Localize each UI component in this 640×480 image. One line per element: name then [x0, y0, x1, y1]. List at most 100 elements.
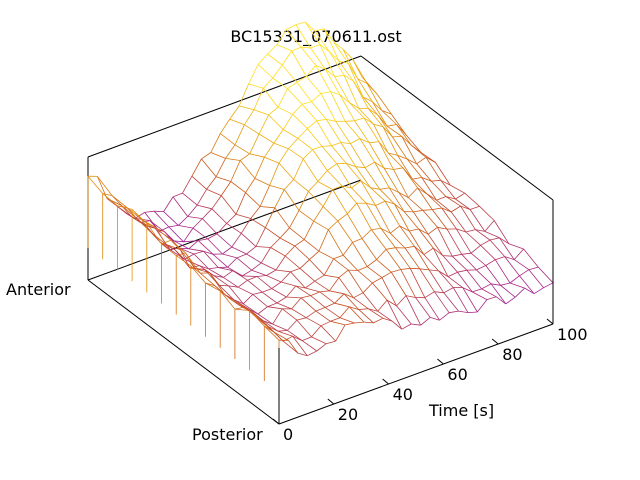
mesh-line-time [328, 220, 339, 230]
mesh-line-depth [267, 53, 283, 66]
mesh-line-depth [271, 288, 287, 298]
mesh-line-depth [283, 189, 300, 211]
mesh-line-time [318, 229, 329, 252]
mesh-line-time [433, 247, 444, 256]
mesh-line-depth [338, 60, 354, 82]
mesh-line-time [410, 267, 420, 270]
mesh-line-time [391, 269, 401, 273]
mesh-line-depth [356, 203, 372, 230]
mesh-line-depth [266, 275, 282, 283]
mesh-line-depth [370, 187, 386, 202]
mesh-line-depth [408, 230, 425, 255]
mesh-line-time [388, 152, 398, 156]
mesh-line-depth [273, 331, 289, 341]
mesh-line-depth [174, 249, 191, 269]
mesh-line-time [277, 330, 288, 332]
mesh-line-depth [320, 93, 337, 122]
mesh-line-depth [180, 249, 196, 269]
mesh-line-depth [406, 158, 423, 178]
mesh-line-depth [281, 64, 298, 83]
mesh-line-depth [339, 94, 355, 121]
mesh-line-time [178, 216, 188, 226]
mesh-line-time [489, 237, 500, 241]
mesh-line-time [256, 275, 267, 277]
mesh-line-time [392, 320, 403, 330]
mesh-line-depth [199, 265, 215, 277]
mesh-line-time [222, 246, 233, 255]
mesh-line-depth [150, 231, 166, 245]
mesh-line-time [289, 210, 300, 228]
mesh-line-time [329, 277, 340, 292]
mesh-line-depth [200, 272, 216, 287]
mesh-line-depth [334, 76, 350, 103]
mesh-line-time [305, 21, 316, 32]
mesh-line-depth [102, 193, 118, 207]
mesh-line-time [361, 229, 372, 239]
x-tick-label: 80 [502, 345, 522, 364]
mesh-line-time [381, 271, 392, 278]
mesh-line-time [206, 176, 217, 190]
mesh-line-depth [155, 227, 172, 241]
mesh-line-time [247, 276, 258, 281]
mesh-line-time [370, 187, 380, 190]
mesh-line-depth [188, 248, 204, 252]
mesh-line-depth [343, 75, 360, 109]
mesh-line-depth [359, 138, 375, 163]
mesh-line-depth [261, 262, 277, 271]
mesh-line-time [216, 223, 227, 235]
mesh-line-time [447, 271, 458, 277]
mesh-line-depth [330, 320, 346, 326]
mesh-line-depth [426, 193, 442, 209]
mesh-line-depth [479, 206, 495, 221]
mesh-line-depth [375, 205, 391, 234]
mesh-line-time [322, 145, 332, 147]
mesh-line-depth [450, 184, 465, 194]
mesh-line-time [231, 233, 242, 248]
mesh-line-depth [373, 123, 389, 154]
mesh-line-time [347, 202, 357, 215]
mesh-line-time [375, 200, 386, 206]
mesh-line-depth [428, 269, 445, 294]
mesh-line-depth [223, 277, 239, 288]
mesh-line-time [472, 288, 482, 293]
mesh-line-time [285, 245, 296, 257]
mesh-line-time [297, 128, 308, 139]
mesh-line-depth [441, 207, 457, 230]
mesh-line-depth [301, 340, 318, 352]
mesh-line-time [384, 200, 395, 205]
mesh-line-time [332, 185, 343, 190]
mesh-line-depth [187, 216, 203, 219]
mesh-line-depth [357, 270, 373, 284]
mesh-line-depth [315, 65, 331, 92]
mesh-line-depth [457, 271, 473, 293]
mesh-line-time [234, 124, 245, 145]
mesh-line-time [339, 94, 350, 103]
mesh-line-depth [313, 220, 329, 231]
mesh-line-depth [397, 155, 413, 180]
mesh-line-depth [275, 269, 291, 273]
mesh-line-depth [272, 77, 288, 90]
mesh-line-time [368, 108, 378, 116]
mesh-line-depth [351, 187, 367, 204]
mesh-line-depth [384, 200, 401, 227]
mesh-line-depth [366, 83, 383, 111]
mesh-line-depth [165, 243, 181, 251]
mesh-line-time [331, 142, 342, 147]
mesh-line-time [343, 293, 354, 299]
depth-label-posterior: Posterior [192, 425, 263, 444]
mesh-line-depth [407, 197, 424, 211]
mesh-line-time [339, 306, 350, 318]
mesh-line-time [366, 202, 376, 206]
mesh-line-depth [235, 213, 251, 219]
mesh-line-depth [190, 265, 206, 284]
mesh-line-time [368, 308, 378, 312]
mesh-line-depth [249, 153, 265, 158]
mesh-line-time [486, 296, 497, 300]
mesh-line-time [378, 141, 389, 154]
mesh-line-time [414, 245, 425, 255]
mesh-line-time [220, 181, 232, 196]
mesh-line-depth [342, 49, 359, 79]
mesh-line-depth [349, 306, 365, 323]
mesh-line-depth [353, 81, 369, 109]
mesh-line-depth [414, 246, 430, 271]
